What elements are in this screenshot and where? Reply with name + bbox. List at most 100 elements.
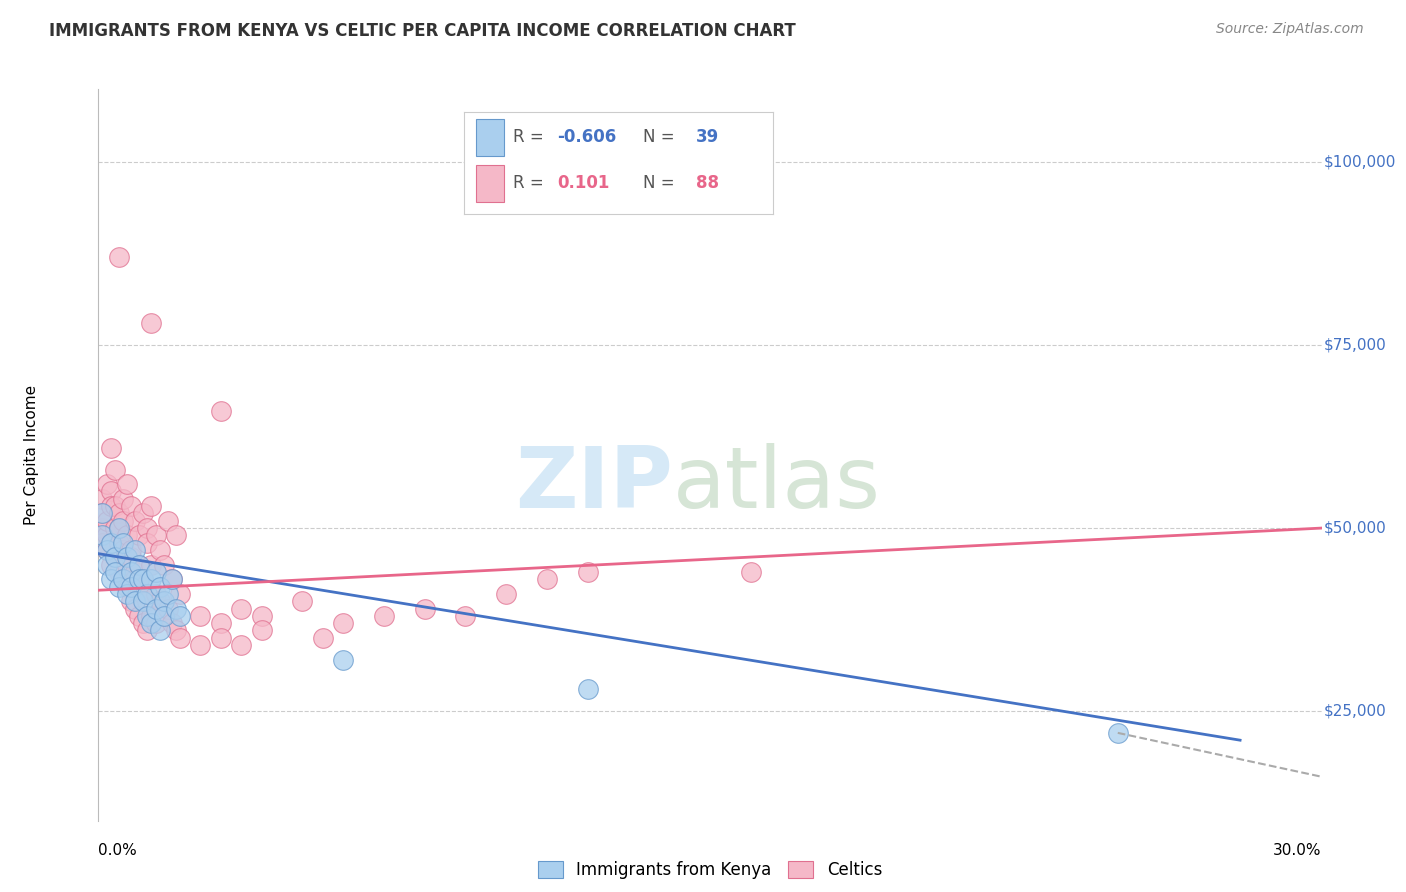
Point [145, 587, 167, 601]
Point [250, 608, 273, 623]
Point [141, 316, 163, 330]
Point [124, 572, 146, 586]
Point [209, 404, 232, 418]
Text: R =: R = [513, 128, 550, 145]
Point [209, 631, 232, 645]
Text: 0.0%: 0.0% [98, 843, 138, 857]
Point [169, 587, 191, 601]
Point [141, 499, 163, 513]
Point [373, 608, 395, 623]
Point [104, 499, 127, 513]
Point [108, 580, 131, 594]
Text: Per Capita Income: Per Capita Income [24, 384, 38, 525]
Point [136, 587, 159, 601]
Point [104, 550, 127, 565]
Point [111, 535, 134, 549]
Point [124, 514, 146, 528]
Point [115, 477, 138, 491]
Point [108, 521, 131, 535]
Point [136, 608, 159, 623]
Point [209, 616, 232, 631]
Point [115, 528, 138, 542]
Point [132, 572, 155, 586]
Text: $50,000: $50,000 [1324, 521, 1386, 535]
Point [156, 587, 179, 601]
Point [165, 624, 187, 638]
Text: $75,000: $75,000 [1324, 338, 1386, 352]
Point [332, 653, 354, 667]
Point [132, 507, 155, 521]
Point [312, 631, 335, 645]
Point [100, 572, 122, 586]
Text: $25,000: $25,000 [1324, 704, 1386, 718]
Bar [477, 119, 505, 155]
Point [108, 535, 131, 549]
Point [149, 543, 172, 558]
Text: $100,000: $100,000 [1324, 155, 1396, 169]
Point [91, 528, 114, 542]
Point [231, 638, 253, 652]
Point [149, 594, 172, 608]
Point [104, 550, 127, 565]
Point [91, 535, 114, 549]
Point [124, 601, 146, 615]
Point [160, 616, 183, 631]
Point [495, 587, 517, 601]
Point [188, 608, 212, 623]
Text: ZIP: ZIP [516, 442, 673, 525]
Point [141, 572, 163, 586]
Text: 0.101: 0.101 [557, 174, 609, 192]
Point [115, 587, 138, 601]
Point [165, 528, 187, 542]
Point [149, 624, 172, 638]
Bar [477, 165, 505, 202]
Text: -0.606: -0.606 [557, 128, 616, 145]
Point [108, 521, 131, 535]
Point [156, 514, 179, 528]
Point [231, 601, 253, 615]
Point [96, 528, 118, 542]
Text: Source: ZipAtlas.com: Source: ZipAtlas.com [1216, 22, 1364, 37]
Point [132, 594, 155, 608]
Point [536, 572, 558, 586]
Point [576, 681, 599, 696]
Point [250, 624, 273, 638]
Point [120, 594, 142, 608]
Point [120, 499, 142, 513]
Point [169, 631, 191, 645]
Point [128, 608, 150, 623]
Point [124, 594, 146, 608]
Point [100, 441, 122, 455]
Point [96, 514, 118, 528]
Point [128, 558, 150, 572]
Text: atlas: atlas [673, 442, 882, 525]
Point [169, 608, 191, 623]
Point [120, 580, 142, 594]
Text: N =: N = [644, 174, 681, 192]
Point [136, 535, 159, 549]
Point [104, 521, 127, 535]
Point [100, 535, 122, 549]
Point [160, 572, 183, 586]
Point [152, 558, 174, 572]
Point [108, 507, 131, 521]
Point [165, 601, 187, 615]
Point [128, 558, 150, 572]
Point [124, 565, 146, 579]
Point [91, 491, 114, 506]
Point [152, 594, 174, 608]
Point [132, 587, 155, 601]
Legend: Immigrants from Kenya, Celtics: Immigrants from Kenya, Celtics [531, 854, 889, 886]
Point [152, 608, 174, 623]
Point [156, 601, 179, 615]
Point [96, 543, 118, 558]
Point [96, 543, 118, 558]
Point [100, 499, 122, 513]
Point [454, 608, 477, 623]
Point [120, 543, 142, 558]
Point [100, 558, 122, 572]
Point [136, 594, 159, 608]
Point [111, 491, 134, 506]
Point [152, 608, 174, 623]
Point [740, 565, 762, 579]
